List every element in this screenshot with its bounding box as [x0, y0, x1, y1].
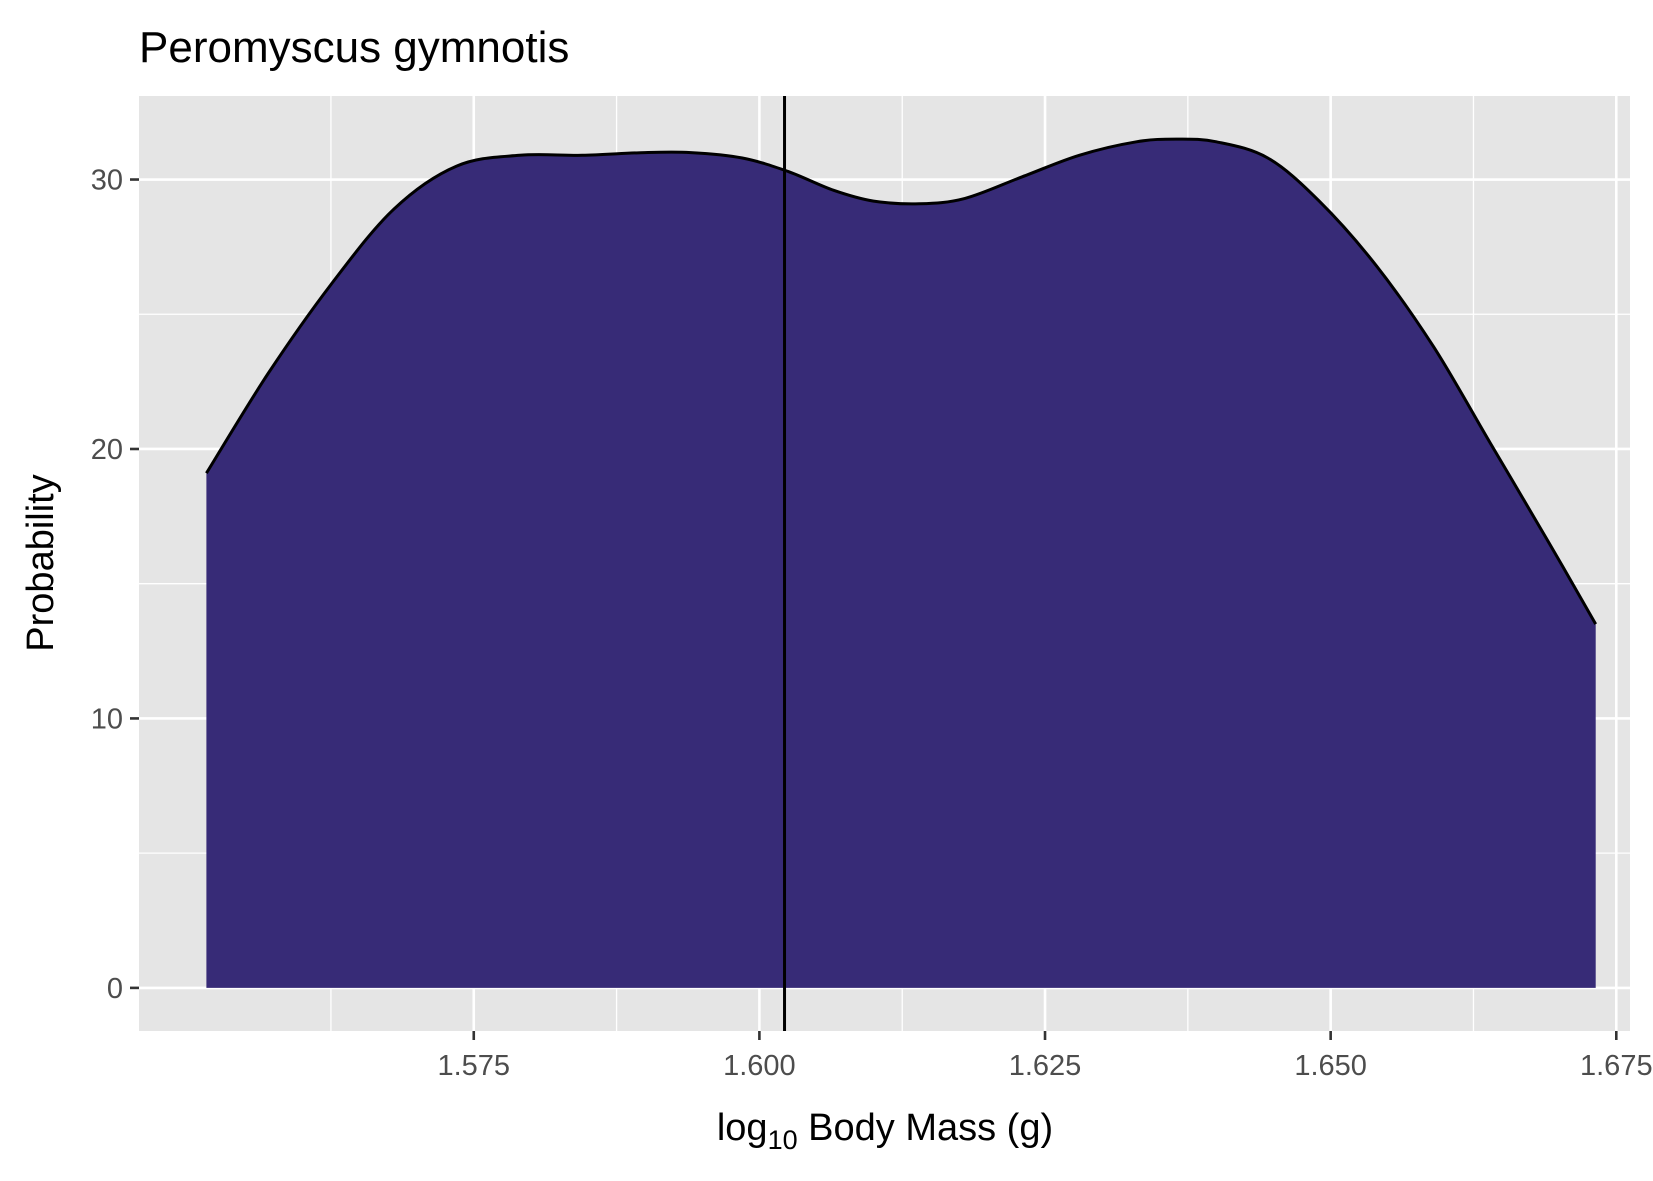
y-tick-label: 20	[91, 434, 123, 466]
x-tick-label: 1.675	[1580, 1050, 1653, 1082]
y-tick-label: 30	[91, 165, 123, 197]
x-axis-title: log10 Body Mass (g)	[717, 1107, 1053, 1155]
x-tick-label: 1.600	[723, 1050, 796, 1082]
chart-title: Peromyscus gymnotis	[139, 23, 569, 72]
x-axis-title-base: log	[717, 1107, 768, 1149]
y-tick-label: 0	[107, 973, 123, 1005]
x-axis-title-subscript: 10	[768, 1125, 798, 1155]
density-curve	[205, 137, 1598, 625]
x-axis: 1.575 1.600 1.625 1.650 1.675	[437, 1031, 1653, 1082]
y-axis-title: Probability	[20, 474, 62, 651]
x-tick-label: 1.575	[437, 1050, 510, 1082]
x-tick-label: 1.625	[1009, 1050, 1082, 1082]
y-tick-label: 10	[91, 703, 123, 735]
x-tick-label: 1.650	[1294, 1050, 1367, 1082]
density-area	[206, 139, 1596, 988]
x-axis-title-rest: Body Mass (g)	[798, 1107, 1054, 1149]
y-axis: 0 10 20 30	[91, 165, 139, 1005]
